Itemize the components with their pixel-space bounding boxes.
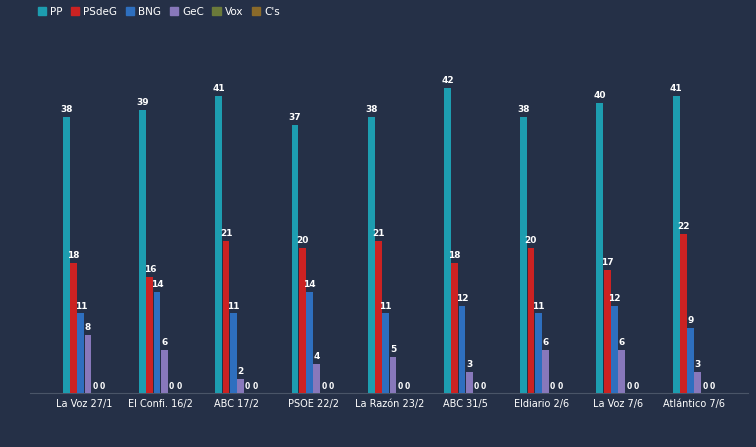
Bar [222, 241, 230, 393]
Bar [313, 364, 320, 393]
Bar [389, 357, 396, 393]
Bar [77, 313, 84, 393]
Text: 0: 0 [253, 382, 258, 391]
Bar [444, 89, 451, 393]
Text: 12: 12 [456, 294, 468, 303]
Text: 0: 0 [634, 382, 639, 391]
Text: 38: 38 [517, 105, 530, 114]
Text: 3: 3 [466, 360, 472, 369]
Bar [153, 292, 160, 393]
Text: 0: 0 [329, 382, 334, 391]
Text: 39: 39 [136, 98, 149, 107]
Bar [85, 335, 91, 393]
Bar [618, 350, 625, 393]
Text: 0: 0 [474, 382, 479, 391]
Text: 8: 8 [85, 323, 91, 333]
Bar [520, 118, 527, 393]
Text: 11: 11 [227, 302, 240, 311]
Text: 11: 11 [75, 302, 87, 311]
Text: 0: 0 [398, 382, 403, 391]
Text: 21: 21 [372, 229, 385, 238]
Text: 0: 0 [626, 382, 631, 391]
Bar [534, 313, 541, 393]
Text: 0: 0 [100, 382, 105, 391]
Text: 38: 38 [60, 105, 73, 114]
Bar [215, 96, 222, 393]
Text: 0: 0 [245, 382, 250, 391]
Text: 4: 4 [314, 352, 320, 361]
Bar [368, 118, 375, 393]
Text: 0: 0 [710, 382, 715, 391]
Bar [611, 306, 618, 393]
Text: 0: 0 [93, 382, 98, 391]
Bar [147, 277, 153, 393]
Text: 11: 11 [380, 302, 392, 311]
Bar [292, 125, 299, 393]
Text: 0: 0 [481, 382, 486, 391]
Text: 9: 9 [687, 316, 694, 325]
Bar [687, 328, 694, 393]
Text: 11: 11 [532, 302, 544, 311]
Text: 0: 0 [321, 382, 327, 391]
Text: 20: 20 [296, 236, 308, 245]
Bar [528, 248, 534, 393]
Text: 18: 18 [67, 251, 80, 260]
Text: 42: 42 [442, 76, 454, 85]
Text: 0: 0 [169, 382, 174, 391]
Text: 41: 41 [212, 84, 225, 93]
Bar [542, 350, 549, 393]
Text: 0: 0 [557, 382, 562, 391]
Bar [161, 350, 168, 393]
Bar [383, 313, 389, 393]
Text: 0: 0 [702, 382, 708, 391]
Bar [306, 292, 313, 393]
Bar [375, 241, 382, 393]
Text: 21: 21 [220, 229, 232, 238]
Text: 6: 6 [161, 338, 167, 347]
Bar [604, 270, 611, 393]
Text: 14: 14 [150, 280, 163, 289]
Bar [237, 379, 244, 393]
Bar [466, 371, 472, 393]
Bar [299, 248, 305, 393]
Text: 20: 20 [525, 236, 537, 245]
Text: 3: 3 [695, 360, 701, 369]
Bar [70, 263, 77, 393]
Bar [230, 313, 237, 393]
Text: 0: 0 [404, 382, 410, 391]
Bar [451, 263, 458, 393]
Bar [695, 371, 702, 393]
Text: 16: 16 [144, 265, 156, 274]
Text: 37: 37 [289, 113, 302, 122]
Legend: PP, PSdeG, BNG, GeC, Vox, C's: PP, PSdeG, BNG, GeC, Vox, C's [36, 4, 282, 19]
Bar [139, 110, 146, 393]
Text: 40: 40 [593, 91, 606, 100]
Bar [673, 96, 680, 393]
Text: 0: 0 [176, 382, 181, 391]
Text: 14: 14 [303, 280, 316, 289]
Text: 17: 17 [601, 258, 613, 267]
Text: 12: 12 [608, 294, 621, 303]
Text: 5: 5 [390, 345, 396, 354]
Text: 18: 18 [448, 251, 461, 260]
Text: 6: 6 [542, 338, 549, 347]
Text: 41: 41 [670, 84, 683, 93]
Text: 22: 22 [677, 222, 689, 231]
Text: 2: 2 [237, 367, 243, 376]
Text: 6: 6 [618, 338, 624, 347]
Text: 38: 38 [365, 105, 377, 114]
Bar [459, 306, 466, 393]
Bar [596, 103, 603, 393]
Bar [63, 118, 70, 393]
Text: 0: 0 [550, 382, 556, 391]
Bar [680, 233, 687, 393]
